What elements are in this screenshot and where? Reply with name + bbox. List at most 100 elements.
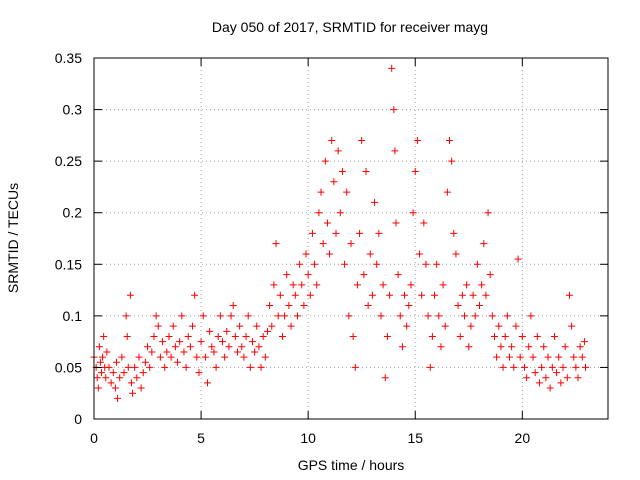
data-point <box>386 291 394 299</box>
data-point <box>343 188 351 196</box>
data-point <box>334 147 342 155</box>
data-point <box>366 250 374 258</box>
data-point <box>407 281 415 289</box>
data-point <box>508 343 516 351</box>
data-point <box>150 332 158 340</box>
data-point <box>580 338 588 346</box>
data-point <box>341 260 349 268</box>
data-point <box>263 327 271 335</box>
data-point <box>568 322 576 330</box>
data-point <box>315 209 323 217</box>
data-point <box>529 353 537 361</box>
data-point <box>137 384 145 392</box>
data-point <box>156 353 164 361</box>
data-point <box>135 353 143 361</box>
data-point <box>379 281 387 289</box>
data-point <box>189 322 197 330</box>
data-point <box>123 332 131 340</box>
data-point <box>578 353 586 361</box>
data-point <box>563 374 571 382</box>
data-point <box>548 363 556 371</box>
x-tick-label: 10 <box>300 430 316 446</box>
data-point <box>441 322 449 330</box>
data-point <box>257 363 265 371</box>
data-point <box>103 348 111 356</box>
data-point <box>287 322 295 330</box>
data-point <box>420 219 428 227</box>
data-point <box>538 363 546 371</box>
data-point <box>229 302 237 310</box>
data-point <box>409 209 417 217</box>
data-point <box>182 363 190 371</box>
data-point <box>332 229 340 237</box>
data-point <box>326 250 334 258</box>
data-point <box>244 312 252 320</box>
data-point <box>195 369 203 377</box>
data-point <box>201 353 209 361</box>
y-tick-label: 0.1 <box>63 308 83 324</box>
data-point <box>413 137 421 145</box>
data-point <box>216 312 224 320</box>
data-point <box>204 379 212 387</box>
data-point <box>375 229 383 237</box>
data-point <box>289 281 297 289</box>
data-point <box>450 229 458 237</box>
data-point <box>180 348 188 356</box>
data-point <box>448 157 456 165</box>
data-point <box>531 369 539 377</box>
data-point <box>261 353 269 361</box>
y-tick-label: 0.05 <box>55 359 82 375</box>
data-point <box>452 250 460 258</box>
data-point <box>146 363 154 371</box>
data-point <box>465 343 473 351</box>
data-point <box>520 363 528 371</box>
data-point <box>373 260 381 268</box>
data-point <box>505 353 513 361</box>
x-tick-label: 0 <box>90 430 98 446</box>
y-tick-label: 0.3 <box>63 102 83 118</box>
data-point <box>107 379 115 387</box>
data-point <box>176 338 184 346</box>
data-point <box>582 363 590 371</box>
data-point <box>304 271 312 279</box>
data-point <box>495 322 503 330</box>
data-point <box>467 322 475 330</box>
data-point <box>184 332 192 340</box>
data-point <box>555 353 563 361</box>
axis-ticks: 0 0.05 0.1 0.15 0.2 0.25 0.3 0.35 0 5 10 15 20 <box>55 50 608 446</box>
y-tick-label: 0.15 <box>55 256 82 272</box>
data-point <box>525 343 533 351</box>
data-point <box>139 369 147 377</box>
data-point <box>488 312 496 320</box>
data-point <box>102 374 110 382</box>
x-tick-label: 20 <box>515 430 531 446</box>
data-point <box>473 260 481 268</box>
data-point <box>330 178 338 186</box>
data-point <box>251 348 259 356</box>
x-axis-label: GPS time / hours <box>298 457 405 473</box>
data-point <box>246 363 254 371</box>
data-point <box>199 312 207 320</box>
data-point <box>377 312 385 320</box>
data-point <box>360 271 368 279</box>
data-point <box>165 332 173 340</box>
data-point <box>482 291 490 299</box>
data-point <box>542 374 550 382</box>
data-point <box>219 338 226 346</box>
data-point <box>533 332 541 340</box>
data-point <box>116 374 124 382</box>
y-tick-label: 0.2 <box>63 205 83 221</box>
data-point <box>572 363 580 371</box>
data-point <box>497 343 505 351</box>
data-point <box>469 291 477 299</box>
data-point <box>221 353 229 361</box>
data-point <box>268 322 276 330</box>
grid-lines <box>94 58 608 419</box>
data-point <box>163 348 171 356</box>
data-point <box>512 322 520 330</box>
data-point <box>478 281 486 289</box>
data-point <box>405 302 413 310</box>
data-point <box>328 137 336 145</box>
data-point <box>208 343 216 351</box>
